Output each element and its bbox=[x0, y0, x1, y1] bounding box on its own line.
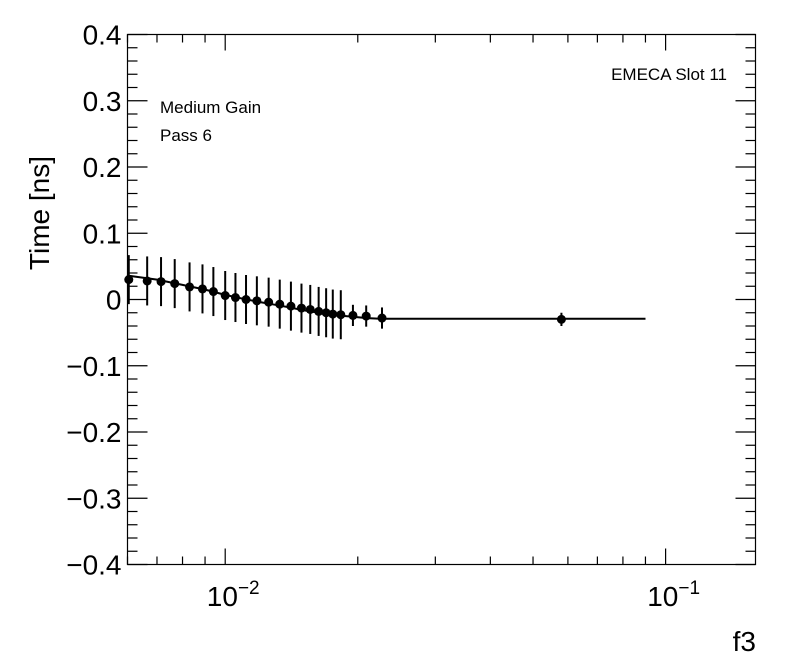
fit-line bbox=[128, 274, 646, 320]
data-point bbox=[296, 303, 306, 313]
data-point bbox=[156, 277, 166, 287]
data-point bbox=[556, 314, 566, 324]
y-tick-label: −0.3 bbox=[66, 483, 121, 514]
y-tick-label: 0.3 bbox=[83, 86, 122, 117]
data-point bbox=[230, 293, 240, 303]
axis-ticks bbox=[126, 33, 756, 566]
y-tick-label: 0.1 bbox=[83, 218, 122, 249]
y-tick-label: −0.2 bbox=[66, 417, 121, 448]
y-axis-title: Time [ns] bbox=[24, 156, 55, 270]
data-point bbox=[286, 301, 296, 311]
data-point bbox=[377, 313, 387, 323]
x-tick-label: 10−2 bbox=[207, 578, 260, 612]
data-point bbox=[252, 296, 262, 306]
data-point bbox=[361, 311, 371, 321]
y-tick-label: 0 bbox=[106, 285, 122, 316]
y-tick-labels: −0.4 −0.3 −0.2 −0.1 0 0.1 0.2 0.3 0.4 bbox=[66, 20, 121, 581]
data-point bbox=[336, 310, 346, 320]
data-point bbox=[264, 297, 274, 307]
annotation-pass: Pass 6 bbox=[160, 126, 212, 145]
data-point bbox=[328, 309, 338, 319]
data-point bbox=[170, 279, 180, 289]
annotation-gain: Medium Gain bbox=[160, 98, 261, 117]
data-series bbox=[124, 255, 566, 340]
x-axis-title: f3 bbox=[733, 626, 756, 657]
data-point bbox=[197, 284, 207, 294]
y-tick-label: 0.2 bbox=[83, 152, 122, 183]
data-point bbox=[220, 291, 230, 301]
y-tick-label: 0.4 bbox=[83, 20, 122, 51]
data-point bbox=[124, 275, 134, 285]
data-point bbox=[275, 299, 285, 309]
data-point bbox=[185, 282, 195, 292]
data-point bbox=[314, 306, 324, 316]
y-tick-label: −0.4 bbox=[66, 550, 121, 581]
data-point bbox=[142, 276, 152, 286]
x-tick-label: 10−1 bbox=[647, 578, 700, 612]
annotation-slot: EMECA Slot 11 bbox=[611, 65, 727, 84]
data-point bbox=[208, 287, 218, 297]
y-tick-label: −0.1 bbox=[66, 351, 121, 382]
x-tick-labels: 10−2 10−1 bbox=[207, 578, 700, 612]
data-point bbox=[241, 295, 251, 304]
fit-series bbox=[128, 274, 646, 320]
data-point bbox=[348, 310, 358, 320]
data-point bbox=[305, 304, 315, 314]
